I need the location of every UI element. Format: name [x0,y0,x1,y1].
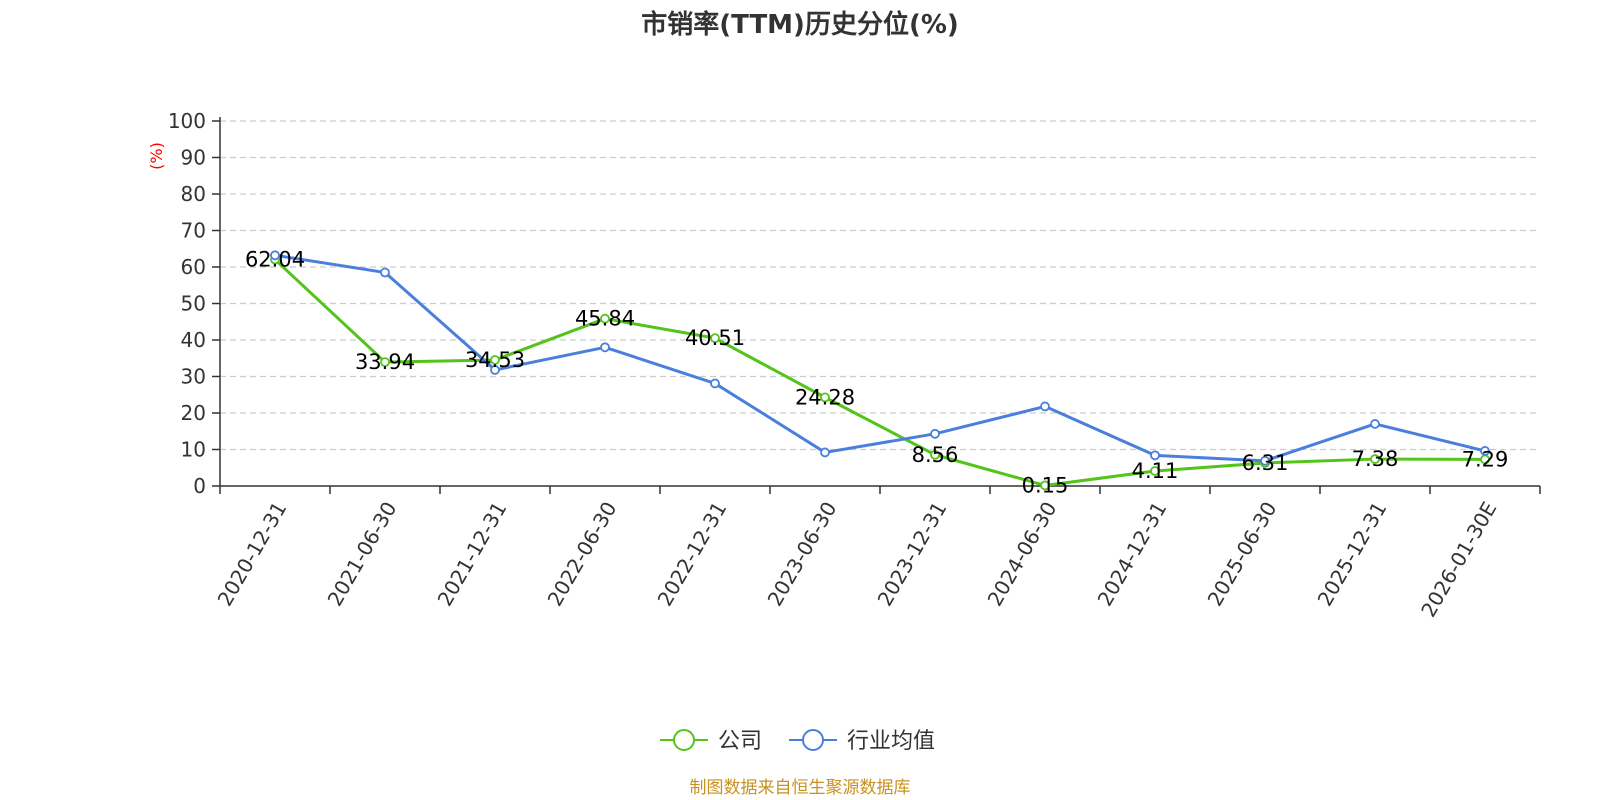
x-tick-label: 2021-12-31 [433,498,512,611]
legend-marker-company [673,729,695,751]
data-point-company[interactable] [600,313,610,324]
grid-lines [220,120,1540,451]
data-label: 0.15 [1022,473,1069,497]
data-point-company[interactable] [490,355,500,365]
data-source-note: 制图数据来自恒生聚源数据库 [690,778,911,798]
y-tick-label: 20 [181,401,206,425]
data-label: 24.28 [795,385,855,409]
y-axis-unit: (%) [147,142,166,170]
x-tick-label: 2024-12-31 [1093,498,1172,611]
data-point-industry-average[interactable] [1260,455,1270,466]
series-industry-average [270,250,1490,466]
data-label: 40.51 [685,326,745,350]
data-point-industry-average[interactable] [1370,419,1380,429]
data-labels: 62.04 33.94 34.53 45.84 40.51 24.28 8.56 0.15 4.… [245,248,1508,498]
data-point-company[interactable] [380,357,390,368]
legend-label-industry-average: 行业均值 [847,729,935,754]
y-tick-label: 80 [181,182,206,206]
data-point-company[interactable] [1150,466,1160,476]
data-point-industry-average[interactable] [1040,401,1050,412]
y-tick-label: 60 [181,255,206,279]
series-company [270,254,1490,491]
data-label: 33.94 [355,350,415,374]
data-point-company[interactable] [930,449,940,460]
data-point-industry-average[interactable] [270,250,280,261]
x-tick-label: 2022-12-31 [653,498,732,611]
series-line-company [273,258,1486,487]
data-point-industry-average[interactable] [1150,450,1160,461]
x-tick-label: 2025-12-31 [1313,498,1392,611]
x-tick-label: 2023-12-31 [873,498,952,611]
data-point-industry-average[interactable] [490,365,500,375]
data-point-industry-average[interactable] [600,342,610,353]
data-label: 4.11 [1132,459,1179,483]
data-point-industry-average[interactable] [820,447,830,458]
data-label: 6.31 [1242,451,1289,475]
y-tick-label: 70 [181,219,206,243]
y-tick-label: 50 [181,292,206,316]
data-point-company[interactable] [1040,480,1050,491]
data-label: 8.56 [912,443,959,467]
data-point-industry-average[interactable] [710,378,720,389]
series-line-industry-average [274,253,1486,463]
data-point-company[interactable] [1370,454,1380,464]
legend-label-company: 公司 [718,729,762,754]
y-tick-label: 90 [181,146,206,170]
legend-item-company[interactable]: 公司 [660,729,762,754]
x-tick-label: 2021-06-30 [323,498,402,611]
data-point-company[interactable] [820,392,830,403]
legend-marker-industry-average [802,729,824,751]
x-tick-label: 2022-06-30 [543,498,622,611]
y-tick-label: 100 [168,109,206,133]
x-tick-label: 2026-01-30E [1416,498,1501,622]
data-point-company[interactable] [710,333,720,344]
x-tick-label: 2020-12-31 [213,498,292,611]
chart-title: 市销率(TTM)历史分位(%) [641,9,959,40]
y-tick-label: 30 [181,365,206,389]
data-point-industry-average[interactable] [930,428,940,439]
y-tick-label: 10 [181,438,206,462]
data-label: 7.29 [1462,447,1509,471]
x-tick-label: 2025-06-30 [1203,498,1282,611]
data-point-industry-average[interactable] [1480,446,1490,456]
series-layer [270,250,1490,491]
data-label: 7.38 [1352,447,1399,471]
data-label: 62.04 [245,248,305,272]
data-label: 45.84 [575,307,635,331]
y-tick-label: 40 [181,328,206,352]
y-tick-label: 0 [193,474,206,498]
legend-item-industry-average[interactable]: 行业均值 [789,729,935,754]
x-tick-label: 2024-06-30 [983,498,1062,611]
legend: 公司 行业均值 [660,729,935,754]
data-label: 34.53 [465,348,525,372]
data-point-industry-average[interactable] [380,267,390,278]
x-tick-label: 2023-06-30 [763,498,842,611]
